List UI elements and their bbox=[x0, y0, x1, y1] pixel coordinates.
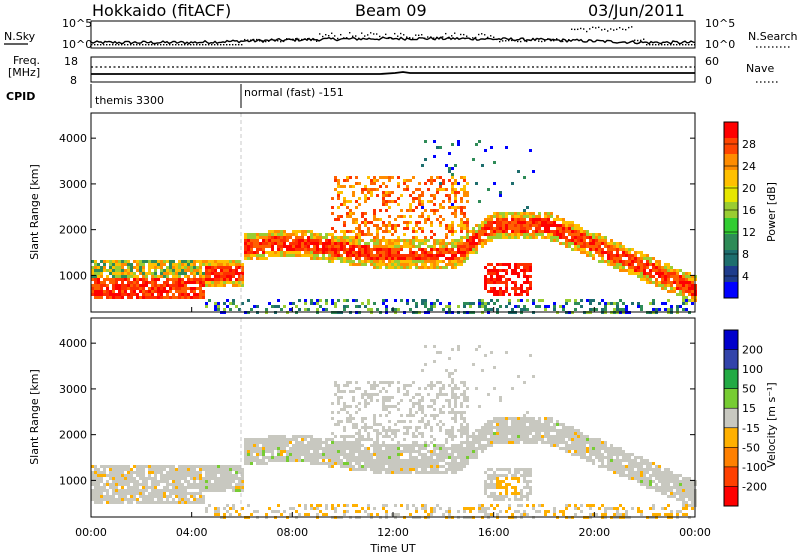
colorbar-segment bbox=[724, 138, 738, 155]
colorbar-segment bbox=[724, 447, 738, 467]
colorbar-segment bbox=[724, 369, 738, 389]
velocity-panel: 4000 3000 2000 1000 00:00 04:00 08:00 12:00 16:… bbox=[28, 307, 778, 554]
colorbar-tick-label: -200 bbox=[742, 480, 767, 493]
colorbar-tick-label: 28 bbox=[742, 138, 756, 151]
x-tick-label: 08:00 bbox=[276, 526, 308, 539]
colorbar-segment bbox=[724, 467, 738, 487]
y-tick-label: 4000 bbox=[59, 132, 87, 145]
colorbar-tick-label: 50 bbox=[742, 383, 756, 396]
cpid-mode-1: themis 3300 bbox=[95, 94, 164, 107]
colorbar-tick-label: 12 bbox=[742, 226, 756, 239]
cpid-panel: CPID themis 3300 normal (fast) -151 bbox=[6, 84, 344, 108]
radar-title: Hokkaido (fitACF) bbox=[92, 1, 231, 20]
nave-label: Nave bbox=[746, 62, 774, 75]
noise-left-tick-high: 10^5 bbox=[62, 17, 92, 30]
date-title: 03/Jun/2011 bbox=[588, 1, 685, 20]
nsky-series bbox=[91, 37, 695, 44]
y-tick-label: 1000 bbox=[59, 269, 87, 282]
x-tick-label: 04:00 bbox=[176, 526, 208, 539]
beam-title: Beam 09 bbox=[355, 1, 427, 20]
colorbar-segment bbox=[724, 154, 738, 171]
velocity-ylabel: Slant Range [km] bbox=[28, 369, 41, 465]
colorbar-segment bbox=[724, 330, 738, 350]
colorbar-segment bbox=[724, 250, 738, 267]
nsky-label: N.Sky bbox=[4, 30, 36, 43]
colorbar-segment bbox=[724, 266, 738, 283]
colorbar-segment bbox=[724, 170, 738, 187]
noise-right-tick-low: 10^0 bbox=[705, 38, 735, 51]
colorbar-segment bbox=[724, 186, 738, 203]
y-tick-label: 2000 bbox=[59, 224, 87, 237]
freq-label-line2: [MHz] bbox=[8, 66, 40, 79]
colorbar-segment bbox=[724, 486, 738, 506]
power-cbar-label: Power [dB] bbox=[765, 182, 778, 242]
x-tick-label: 00:00 bbox=[679, 526, 711, 539]
y-tick-label: 1000 bbox=[59, 474, 87, 487]
nave-tick-low: 0 bbox=[705, 74, 712, 87]
velocity-colorbar: 200 100 50 15 -15 -50 -100 -200 bbox=[724, 330, 767, 507]
colorbar-tick-label: 8 bbox=[742, 248, 749, 261]
velocity-cbar-label: Velocity [m s⁻¹] bbox=[765, 382, 778, 467]
y-tick-label: 4000 bbox=[59, 337, 87, 350]
power-ylabel: Slant Range [km] bbox=[28, 164, 41, 260]
freq-series bbox=[91, 72, 695, 74]
colorbar-segment bbox=[724, 408, 738, 428]
time-axis-label: Time UT bbox=[369, 542, 415, 554]
colorbar-tick-label: -100 bbox=[742, 461, 767, 474]
x-tick-label: 12:00 bbox=[377, 526, 409, 539]
x-tick-label: 20:00 bbox=[578, 526, 610, 539]
x-tick-label: 00:00 bbox=[75, 526, 107, 539]
colorbar-segment bbox=[724, 234, 738, 251]
y-tick-label: 2000 bbox=[59, 429, 87, 442]
colorbar-tick-label: 100 bbox=[742, 363, 763, 376]
colorbar-tick-label: 200 bbox=[742, 344, 763, 357]
noise-left-tick-low: 10^0 bbox=[62, 38, 92, 51]
colorbar-segment bbox=[724, 350, 738, 370]
colorbar-segment bbox=[724, 122, 738, 139]
colorbar-tick-label: 24 bbox=[742, 160, 756, 173]
cpid-label: CPID bbox=[6, 90, 35, 103]
y-tick-label: 3000 bbox=[59, 178, 87, 191]
colorbar-tick-label: 15 bbox=[742, 402, 756, 415]
colorbar-segment bbox=[724, 282, 738, 299]
nave-tick-high: 60 bbox=[705, 55, 719, 68]
power-colorbar: 28 24 20 16 12 8 4 bbox=[724, 122, 756, 299]
colorbar-tick-label: -50 bbox=[742, 441, 760, 454]
freq-tick-low: 8 bbox=[70, 74, 77, 87]
power-panel: 4000 3000 2000 1000 Slant Range [km] 28 24 20… bbox=[28, 113, 778, 314]
colorbar-segment bbox=[724, 389, 738, 409]
colorbar-tick-label: 16 bbox=[742, 204, 756, 217]
y-tick-label: 3000 bbox=[59, 383, 87, 396]
noise-panel: N.Sky 10^5 10^0 10^5 10^0 N.Search bbox=[4, 17, 798, 51]
colorbar-tick-label: -15 bbox=[742, 422, 760, 435]
freq-tick-high: 18 bbox=[64, 55, 78, 68]
cpid-mode-2: normal (fast) -151 bbox=[244, 86, 344, 99]
freq-panel: Freq. [MHz] 18 8 60 0 Nave bbox=[8, 54, 778, 87]
nsearch-label: N.Search bbox=[748, 30, 798, 43]
colorbar-tick-label: 4 bbox=[742, 270, 749, 283]
colorbar-segment bbox=[724, 428, 738, 448]
colorbar-tick-label: 20 bbox=[742, 182, 756, 195]
noise-right-tick-high: 10^5 bbox=[705, 17, 735, 30]
x-tick-label: 16:00 bbox=[478, 526, 510, 539]
